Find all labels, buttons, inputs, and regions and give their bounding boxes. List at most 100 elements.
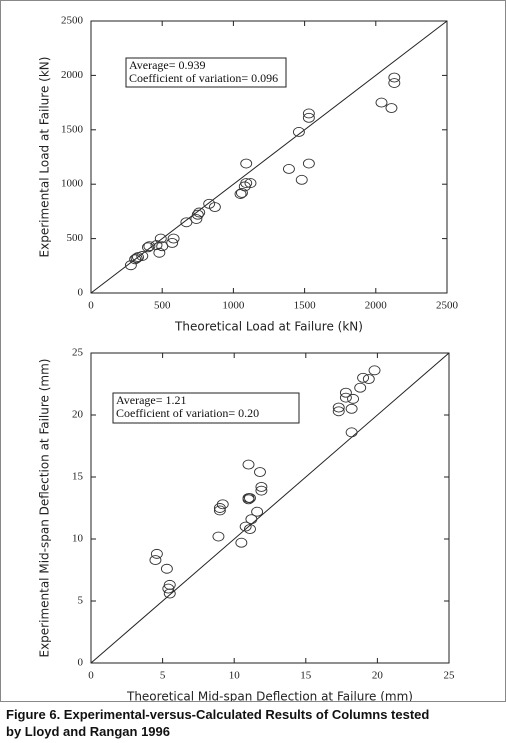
point <box>208 202 221 212</box>
annotation: Average= 1.21 <box>116 393 187 407</box>
point <box>302 158 315 169</box>
x-tick-label: 2500 <box>436 300 459 312</box>
plot-area <box>90 20 448 294</box>
point <box>160 563 173 574</box>
point <box>216 499 229 510</box>
figure-frame: 0 500 1000 1500 2000 2500 0 500 1000 1500 2000 2500… <box>0 0 506 704</box>
point <box>302 108 315 119</box>
x-tick-label: 5 <box>160 670 166 682</box>
point <box>150 240 163 251</box>
point <box>180 217 193 228</box>
point <box>388 78 401 88</box>
point <box>242 494 255 505</box>
y-tick-label: 2000 <box>61 69 84 81</box>
point <box>143 241 156 252</box>
point <box>193 207 206 218</box>
point <box>150 548 163 559</box>
y-tick-label: 1000 <box>61 178 84 190</box>
reference-line <box>90 20 448 294</box>
y-tick-label: 20 <box>72 409 84 421</box>
point <box>245 514 258 525</box>
y-axis-label: Experimental Load at Failure (kN) <box>38 57 52 258</box>
point <box>282 164 295 174</box>
point <box>345 427 358 438</box>
point <box>235 187 248 198</box>
point <box>244 178 257 189</box>
x-tick-label: 2000 <box>365 300 388 312</box>
point <box>240 178 253 189</box>
point <box>153 247 166 258</box>
point <box>332 402 345 413</box>
point <box>368 365 381 376</box>
caption-line: Figure 6. Experimental-versus-Calculated… <box>6 707 430 722</box>
point <box>362 374 375 384</box>
x-tick-label: 1500 <box>294 300 317 312</box>
point <box>154 233 167 244</box>
point <box>212 531 225 542</box>
point <box>130 253 143 264</box>
point <box>332 406 345 417</box>
point <box>385 103 398 113</box>
point <box>295 174 308 185</box>
point <box>191 209 204 220</box>
y-tick-label: 25 <box>72 347 84 359</box>
y-tick-label: 10 <box>72 533 84 545</box>
x-tick-label: 15 <box>300 670 312 682</box>
point <box>255 481 268 492</box>
x-tick-label: 10 <box>229 670 241 682</box>
point <box>251 506 264 517</box>
point <box>339 387 352 398</box>
x-tick-label: 0 <box>88 670 94 682</box>
annotation: Coefficient of variation= 0.20 <box>116 406 259 420</box>
point <box>129 254 142 265</box>
point <box>345 403 358 414</box>
x-axis-label: Theoretical Mid-span Deflection at Failu… <box>126 690 413 702</box>
point <box>292 127 305 137</box>
point <box>375 97 388 108</box>
x-tick-label: 500 <box>154 300 171 312</box>
point <box>388 72 401 83</box>
point <box>339 392 352 403</box>
point <box>136 251 149 261</box>
point <box>163 588 176 599</box>
point <box>166 238 179 248</box>
point <box>244 493 256 504</box>
point <box>124 260 137 271</box>
point <box>254 467 266 477</box>
point <box>354 382 367 393</box>
point <box>239 521 252 532</box>
x-axis-label: Theoretical Load at Failure (kN) <box>174 320 363 334</box>
point <box>244 524 256 535</box>
caption: Figure 6. Experimental-versus-Calculated… <box>6 706 502 740</box>
plot-area <box>90 352 450 664</box>
point <box>149 555 162 566</box>
point <box>302 112 315 123</box>
y-tick-label: 2500 <box>61 15 84 27</box>
y-tick-label: 0 <box>78 287 84 299</box>
y-tick-label: 500 <box>67 232 84 244</box>
point <box>162 583 175 594</box>
annotation: Average= 0.939 <box>129 58 206 72</box>
y-tick-label: 15 <box>72 471 84 483</box>
x-tick-label: 25 <box>444 670 456 682</box>
point <box>255 485 268 496</box>
point <box>240 158 253 169</box>
y-tick-label: 5 <box>78 595 84 607</box>
y-tick-label: 0 <box>78 657 84 669</box>
point <box>142 242 154 253</box>
x-tick-label: 1000 <box>222 300 245 312</box>
y-axis-label: Experimental Mid-span Deflection at Fail… <box>38 359 52 658</box>
point <box>242 459 255 470</box>
reference-line <box>90 352 450 664</box>
x-tick-label: 0 <box>88 300 94 312</box>
point <box>347 393 360 404</box>
annotation-box <box>112 392 300 424</box>
point <box>235 537 248 548</box>
point <box>190 214 203 224</box>
figure: 0 500 1000 1500 2000 250005001000150020002500… <box>38 15 459 704</box>
caption-line: by Lloyd and Rangan 1996 <box>6 724 170 739</box>
point <box>167 233 180 244</box>
annotation-box <box>125 57 287 88</box>
point <box>213 505 226 516</box>
